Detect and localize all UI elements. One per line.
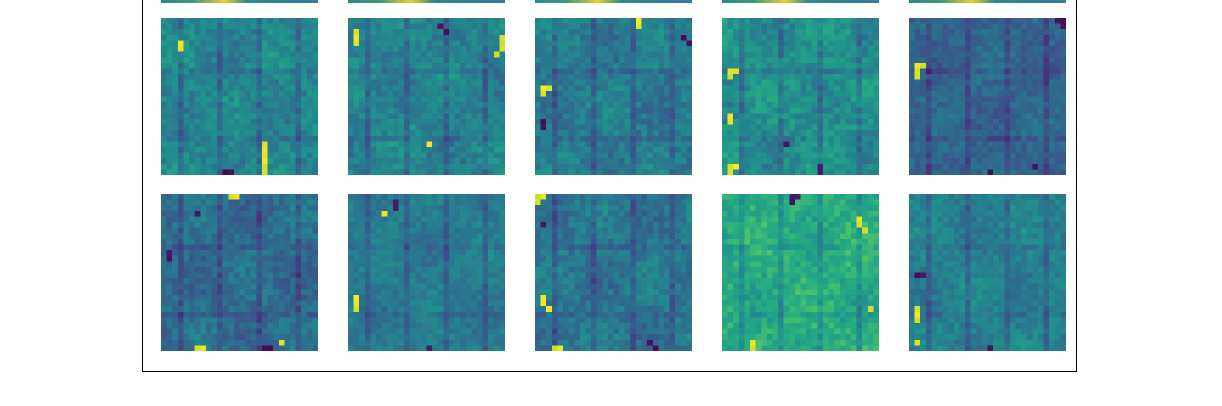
clipped-panel-strip bbox=[535, 0, 692, 3]
heatmap-panel-r1-c2 bbox=[535, 194, 692, 351]
heatmap-panel-r0-c4 bbox=[909, 18, 1066, 175]
heatmap-panel-r1-c4 bbox=[909, 194, 1066, 351]
heatmap-panel-r0-c3 bbox=[722, 18, 879, 175]
heatmap-panel-r0-c0 bbox=[161, 18, 318, 175]
heatmap-panel-r1-c3 bbox=[722, 194, 879, 351]
heatmap-panel-r1-c0 bbox=[161, 194, 318, 351]
heatmap-panel-r1-c1 bbox=[348, 194, 505, 351]
heatmap-panel-r0-c1 bbox=[348, 18, 505, 175]
heatmap-panel-r0-c2 bbox=[535, 18, 692, 175]
clipped-panel-strip bbox=[909, 0, 1066, 3]
clipped-panel-strip bbox=[161, 0, 318, 3]
clipped-panel-strip bbox=[348, 0, 505, 3]
clipped-panel-strip bbox=[722, 0, 879, 3]
